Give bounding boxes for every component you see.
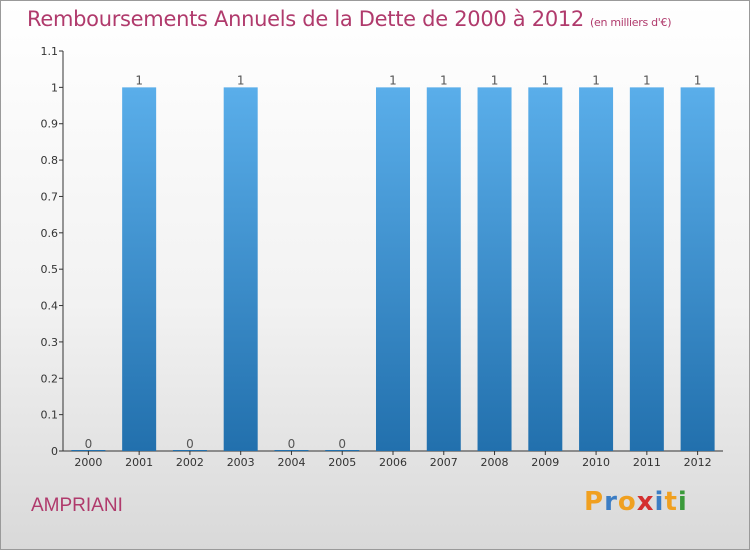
data-label: 1	[592, 73, 600, 87]
proxiti-logo: Proxiti	[584, 487, 688, 517]
x-tick-label: 2001	[125, 456, 153, 469]
y-tick-label: 0.9	[41, 118, 59, 131]
data-label: 1	[643, 73, 651, 87]
bar	[426, 87, 461, 451]
bar	[376, 87, 410, 451]
x-tick-label: 2002	[176, 456, 204, 469]
x-tick-label: 2012	[684, 456, 712, 469]
x-tick-label: 2006	[379, 456, 407, 469]
x-tick-label: 2003	[227, 456, 255, 469]
x-tick-label: 2005	[328, 456, 356, 469]
bar	[71, 450, 106, 451]
logo-letter: r	[604, 487, 618, 517]
bar	[274, 450, 309, 451]
x-tick-label: 2000	[74, 456, 102, 469]
logo-letter: i	[677, 487, 688, 517]
bar	[477, 87, 512, 451]
axes: 0 0.1 0.2 0.3 0.4 0.5 0.6 0.7 0.8 0.9 1 1.1 2000 2001…	[41, 45, 723, 469]
bars	[71, 87, 715, 451]
bar	[223, 87, 258, 451]
y-tick-label: 0.5	[41, 263, 59, 276]
y-tick-label: 0.2	[41, 372, 59, 385]
x-tick-label: 2007	[430, 456, 458, 469]
x-tick-label: 2008	[481, 456, 509, 469]
bar	[325, 450, 360, 451]
y-tick-label: 0.4	[41, 300, 59, 313]
bar	[122, 87, 157, 451]
x-tick-label: 2004	[277, 456, 305, 469]
data-label: 1	[135, 73, 143, 87]
bar	[579, 87, 614, 451]
data-labels: 0 1 0 1 0 0 1 1 1 1 1 1 1	[85, 73, 702, 451]
data-label: 0	[85, 437, 93, 451]
chart-title: Remboursements Annuels de la Dette de 20…	[27, 7, 671, 31]
y-tick-label: 0.3	[41, 336, 59, 349]
data-label: 1	[541, 73, 549, 87]
data-label: 0	[288, 437, 296, 451]
y-tick-label: 1.1	[41, 45, 59, 58]
y-tick-label: 0	[51, 445, 58, 458]
logo-letter: P	[584, 487, 605, 517]
y-tick-label: 0.7	[41, 190, 59, 203]
data-label: 1	[491, 73, 499, 87]
data-label: 0	[186, 437, 194, 451]
commune-name: AMPRIANI	[31, 495, 123, 516]
data-label: 1	[440, 73, 448, 87]
data-label: 1	[389, 73, 397, 87]
logo-letter: x	[636, 487, 655, 517]
x-tick-label: 2009	[531, 456, 559, 469]
logo-letter: t	[664, 487, 678, 517]
y-tick-label: 0.6	[41, 227, 59, 240]
x-tick-label: 2011	[633, 456, 661, 469]
chart-title-text: Remboursements Annuels de la Dette de 20…	[27, 7, 584, 31]
x-tick-label: 2010	[582, 456, 610, 469]
y-tick-label: 0.8	[41, 154, 59, 167]
unit-note: (en milliers d'€)	[590, 16, 672, 29]
logo-letter: i	[654, 487, 665, 517]
bar	[172, 450, 207, 451]
bar	[680, 87, 715, 451]
bar	[528, 87, 563, 451]
bar	[629, 87, 664, 451]
y-tick-label: 0.1	[41, 409, 59, 422]
data-label: 1	[237, 73, 245, 87]
data-label: 1	[694, 73, 702, 87]
y-tick-label: 1	[51, 81, 58, 94]
logo-letter: o	[617, 487, 637, 517]
data-label: 0	[338, 437, 346, 451]
